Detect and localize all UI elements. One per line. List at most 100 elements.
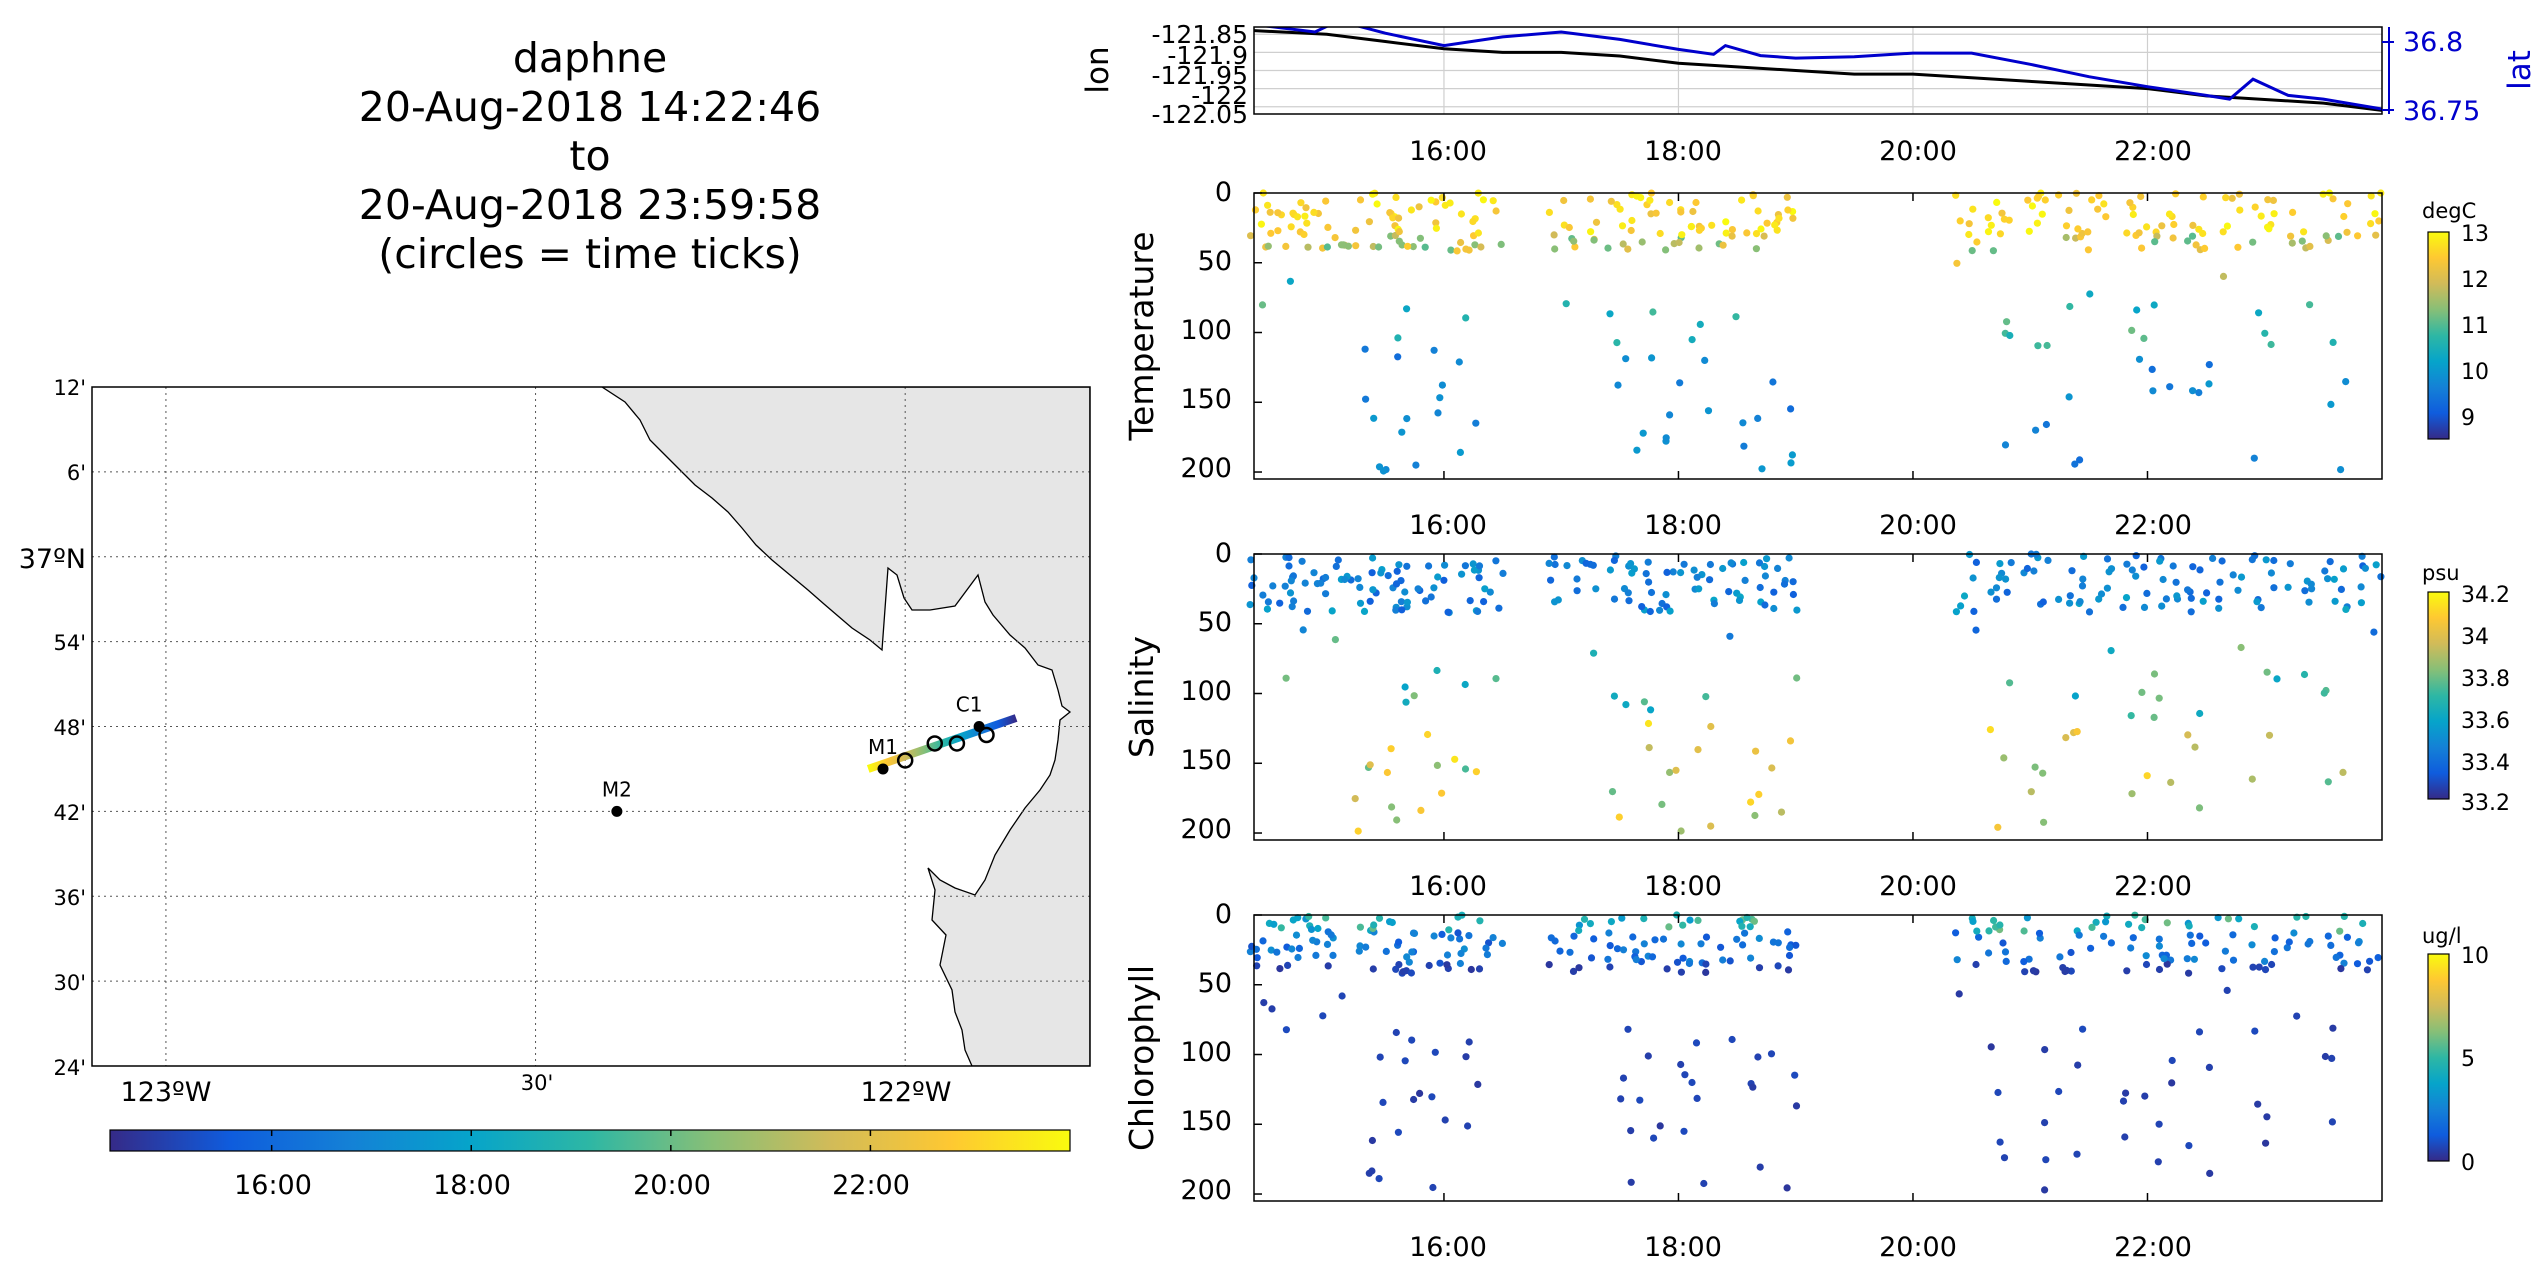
data-point [2078, 582, 2087, 590]
data-point [1994, 1088, 2002, 1097]
data-point [1322, 590, 1330, 598]
temp-ytick-200: 200 [1180, 453, 1232, 484]
data-point [2168, 1079, 2176, 1087]
data-point [1787, 459, 1795, 467]
data-point [1786, 737, 1795, 745]
data-point [1627, 560, 1635, 568]
data-point [2154, 1158, 2162, 1166]
data-point [2271, 934, 2279, 942]
data-point [1407, 969, 1415, 977]
data-point [1968, 247, 1976, 255]
data-point [1678, 231, 1686, 239]
data-point [2327, 941, 2335, 950]
data-point [1425, 961, 1433, 970]
data-point [1303, 607, 1312, 615]
lat-tick-36: 36' [54, 886, 87, 910]
salinity-colorbar: psu 34.2 34 33.8 33.6 33.4 33.2 [2422, 561, 2510, 816]
data-point [1264, 242, 1272, 250]
data-point [1480, 598, 1488, 606]
data-point [1430, 584, 1438, 592]
data-point [2375, 217, 2383, 225]
data-point [2354, 232, 2362, 240]
data-point [1783, 193, 1791, 201]
data-point [2205, 380, 2213, 388]
data-point [1395, 237, 1403, 245]
data-point [1696, 320, 1704, 328]
data-point [1259, 937, 1267, 945]
data-point [1970, 607, 1978, 616]
data-point [1617, 1095, 1625, 1103]
data-point [2195, 389, 2203, 397]
data-point [2088, 196, 2096, 204]
data-point [1492, 675, 1500, 683]
lon-tick-3: -121.95 [1152, 61, 1249, 90]
data-point [2302, 912, 2310, 921]
data-point [1697, 940, 1705, 948]
data-point [1305, 912, 1313, 921]
data-point [2270, 584, 2278, 592]
lon-tick-123w: 123ºW [121, 1077, 212, 1108]
data-point [1774, 564, 1782, 573]
data-point [1627, 1127, 1635, 1135]
data-point [2150, 670, 2159, 678]
data-point [1728, 232, 1736, 240]
data-point [1965, 220, 1973, 228]
data-point [1370, 921, 1378, 929]
data-point [1287, 577, 1295, 585]
data-point [2286, 560, 2294, 568]
data-point [1436, 394, 1444, 402]
data-point [2032, 426, 2040, 434]
data-point [2088, 923, 2096, 932]
data-point [1395, 214, 1403, 222]
data-point [1455, 358, 1463, 366]
temp-cb-units: degC [2422, 199, 2476, 223]
data-point [2149, 387, 2157, 395]
data-point [2367, 220, 2375, 228]
data-point [1344, 242, 1352, 250]
data-point [1398, 606, 1406, 614]
data-point [1607, 918, 1615, 926]
data-point [1375, 914, 1384, 922]
data-point [2000, 754, 2008, 762]
data-point [2196, 566, 2204, 574]
data-point [1369, 242, 1377, 251]
data-point [1663, 965, 1671, 973]
data-point [1373, 200, 1381, 208]
lon-tick-122w: 122ºW [861, 1077, 952, 1108]
data-point [2129, 934, 2137, 942]
sal-cb-336: 33.6 [2461, 709, 2510, 734]
data-point [2255, 963, 2263, 971]
data-point [2071, 692, 2079, 700]
data-point [2255, 309, 2263, 317]
data-point [2071, 460, 2079, 468]
data-point [1395, 228, 1403, 236]
data-point [1768, 764, 1776, 772]
sal-ytick-200: 200 [1180, 814, 1232, 845]
data-point [2265, 225, 2273, 233]
data-point [1469, 560, 1477, 568]
data-point [1388, 803, 1396, 811]
data-point [1270, 920, 1278, 928]
data-point [1431, 1048, 1439, 1056]
data-point [1996, 921, 2004, 929]
data-point [2126, 199, 2134, 207]
data-point [1389, 214, 1397, 222]
data-point [1370, 414, 1378, 422]
data-point [1408, 1036, 1416, 1044]
data-point [2041, 196, 2049, 204]
data-point [2163, 960, 2171, 968]
data-point [1362, 395, 1370, 403]
data-point [1466, 597, 1474, 605]
data-point [1613, 201, 1621, 209]
data-point [1686, 916, 1694, 924]
data-point [1251, 206, 1260, 214]
data-point [2184, 731, 2192, 739]
data-point [2267, 569, 2275, 577]
data-point [2023, 564, 2031, 573]
data-point [2336, 927, 2344, 935]
data-point [2150, 301, 2158, 309]
data-point [2196, 932, 2204, 940]
data-point [1622, 355, 1630, 363]
temp-cb-9: 9 [2461, 406, 2475, 431]
data-point [2062, 233, 2070, 242]
